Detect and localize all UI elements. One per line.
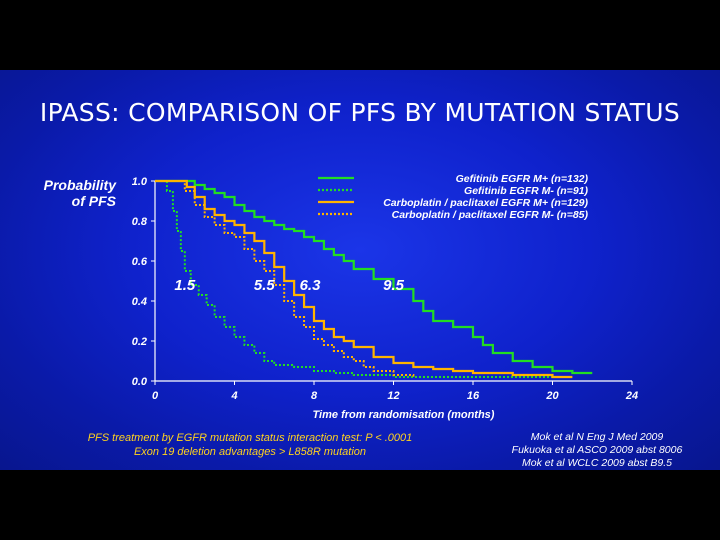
x-tick-label: 16 — [467, 390, 480, 402]
x-tick-label: 20 — [545, 390, 559, 402]
x-axis-label: Time from randomisation (months) — [313, 409, 495, 421]
y-tick-label: 1.0 — [132, 176, 148, 188]
legend-label: Gefitinib EGFR M+ (n=132) — [456, 173, 589, 185]
legend-label: Carboplatin / paclitaxel EGFR M+ (n=129) — [383, 197, 588, 209]
reference-2: Fukuoka et al ASCO 2009 abst 8006 — [511, 444, 683, 456]
legend-label: Carboplatin / paclitaxel EGFR M- (n=85) — [392, 209, 589, 221]
y-tick-label: 0.6 — [132, 256, 148, 268]
series-line-1 — [155, 179, 593, 375]
series-line-4 — [155, 180, 415, 377]
median-label: 1.5 — [174, 277, 196, 294]
references: Mok et al N Eng J Med 2009 Fukuoka et al… — [482, 431, 712, 470]
slide-title: IPASS: COMPARISON OF PFS BY MUTATION STA… — [39, 98, 681, 127]
legend-label: Gefitinib EGFR M- (n=91) — [464, 185, 588, 197]
footnote: PFS treatment by EGFR mutation status in… — [70, 431, 430, 459]
median-label: 5.5 — [254, 277, 276, 294]
series-line-2 — [155, 180, 553, 378]
median-label: 6.3 — [300, 277, 322, 294]
pfs-chart: 0.0 0.2 0.4 0.6 0.8 1.0 0 4 8 12 16 20 24 Time from r… — [132, 173, 638, 421]
y-tick-label: 0.8 — [132, 216, 148, 228]
reference-3: Mok et al WCLC 2009 abst B9.5 — [522, 457, 672, 469]
footnote-line-2: Exon 19 deletion advantages > L858R muta… — [133, 446, 367, 458]
x-tick-label: 0 — [152, 390, 159, 402]
x-tick-label: 4 — [230, 390, 237, 402]
y-tick-label: 0.0 — [132, 376, 148, 388]
y-tick-label: 0.4 — [132, 296, 147, 308]
x-tick-label: 8 — [311, 390, 318, 402]
y-axis-label-line-2: of PFS — [71, 193, 116, 209]
series-line-3 — [155, 179, 573, 379]
x-tick-label: 12 — [387, 390, 399, 402]
y-tick-label: 0.2 — [132, 336, 147, 348]
y-axis-label: Probability of PFS — [22, 177, 116, 209]
x-tick-label: 24 — [625, 390, 638, 402]
reference-1: Mok et al N Eng J Med 2009 — [530, 431, 664, 443]
footnote-line-1: PFS treatment by EGFR mutation status in… — [87, 432, 413, 444]
slide: IPASS: COMPARISON OF PFS BY MUTATION STA… — [0, 70, 720, 470]
median-label: 9.5 — [383, 277, 405, 294]
y-axis-label-line-1: Probability — [43, 177, 116, 193]
